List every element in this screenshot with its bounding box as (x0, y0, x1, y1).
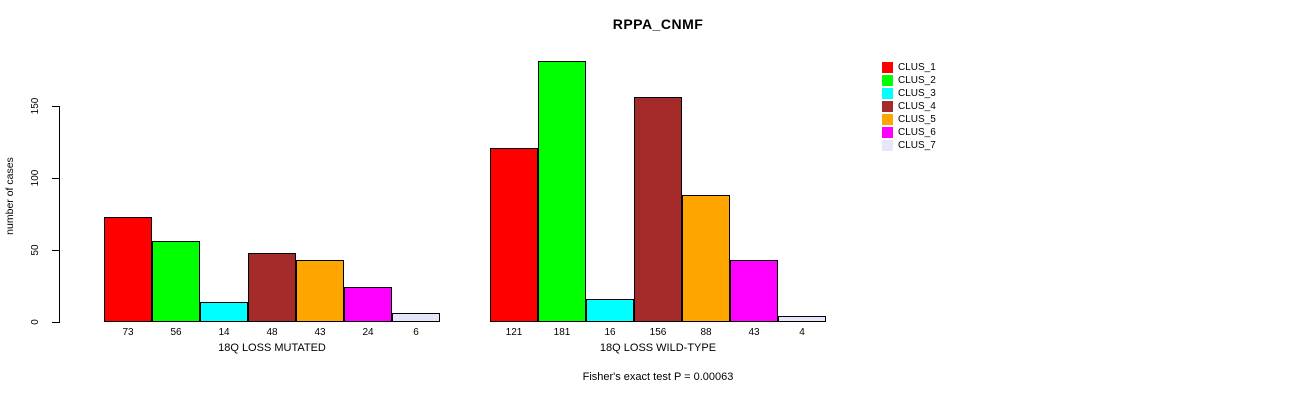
bar-value-label: 48 (266, 327, 278, 338)
bar-value-label: 156 (649, 327, 667, 338)
legend-label: CLUS_1 (898, 62, 936, 73)
bar-value-label: 4 (799, 327, 805, 338)
legend-item-clus_4: CLUS_4 (882, 100, 936, 113)
bar-mutated-clus-2 (152, 241, 200, 322)
bar-value-label: 121 (505, 327, 523, 338)
group-label-mutated: 18Q LOSS MUTATED (218, 342, 326, 354)
legend-item-clus_7: CLUS_7 (882, 139, 936, 152)
bar-mutated-clus-6 (344, 287, 392, 322)
legend-label: CLUS_4 (898, 101, 936, 112)
bar-mutated-clus-3 (200, 302, 248, 322)
legend-swatch-clus_7 (882, 140, 893, 151)
bar-mutated-clus-5 (296, 260, 344, 322)
bar-wildtype-clus-4 (634, 97, 682, 322)
bar-value-label: 6 (413, 327, 419, 338)
bar-wildtype-clus-7 (778, 316, 826, 322)
bar-value-label: 43 (748, 327, 760, 338)
legend-label: CLUS_6 (898, 127, 936, 138)
bar-value-label: 56 (170, 327, 182, 338)
legend-item-clus_6: CLUS_6 (882, 126, 936, 139)
legend-label: CLUS_3 (898, 88, 936, 99)
bar-value-label: 43 (314, 327, 326, 338)
y-axis-title: number of cases (4, 157, 16, 235)
legend-item-clus_1: CLUS_1 (882, 61, 936, 74)
bar-value-label: 73 (122, 327, 134, 338)
bar-wildtype-clus-6 (730, 260, 778, 322)
bar-value-label: 14 (218, 327, 230, 338)
y-tick-label: 150 (30, 97, 41, 115)
legend-label: CLUS_5 (898, 114, 936, 125)
legend-item-clus_5: CLUS_5 (882, 113, 936, 126)
y-tick-mark (52, 322, 59, 323)
group-label-wildtype: 18Q LOSS WILD-TYPE (599, 342, 717, 354)
y-tick-label: 50 (30, 244, 41, 256)
legend-swatch-clus_1 (882, 62, 893, 73)
legend-swatch-clus_2 (882, 75, 893, 86)
bar-wildtype-clus-5 (682, 195, 730, 322)
legend-item-clus_2: CLUS_2 (882, 74, 936, 87)
bar-value-label: 181 (553, 327, 571, 338)
bar-value-label: 88 (700, 327, 712, 338)
chart-title: RPPA_CNMF (612, 16, 704, 32)
legend-swatch-clus_3 (882, 88, 893, 99)
bar-mutated-clus-1 (104, 217, 152, 322)
legend-label: CLUS_7 (898, 140, 936, 151)
stat-annotation: Fisher's exact test P = 0.00063 (582, 371, 734, 383)
legend-swatch-clus_6 (882, 127, 893, 138)
legend-label: CLUS_2 (898, 75, 936, 86)
bar-wildtype-clus-3 (586, 299, 634, 322)
y-tick-mark (52, 178, 59, 179)
y-tick-mark (52, 106, 59, 107)
bar-value-label: 24 (362, 327, 374, 338)
y-tick-label: 100 (30, 169, 41, 187)
y-tick-mark (52, 250, 59, 251)
bar-value-label: 16 (604, 327, 616, 338)
y-tick-label: 0 (30, 319, 41, 325)
bar-wildtype-clus-1 (490, 148, 538, 322)
legend-item-clus_3: CLUS_3 (882, 87, 936, 100)
bar-mutated-clus-4 (248, 253, 296, 322)
bar-wildtype-clus-2 (538, 61, 586, 322)
y-axis-line (59, 106, 60, 323)
legend-swatch-clus_4 (882, 101, 893, 112)
bar-mutated-clus-7 (392, 313, 440, 322)
legend-swatch-clus_5 (882, 114, 893, 125)
